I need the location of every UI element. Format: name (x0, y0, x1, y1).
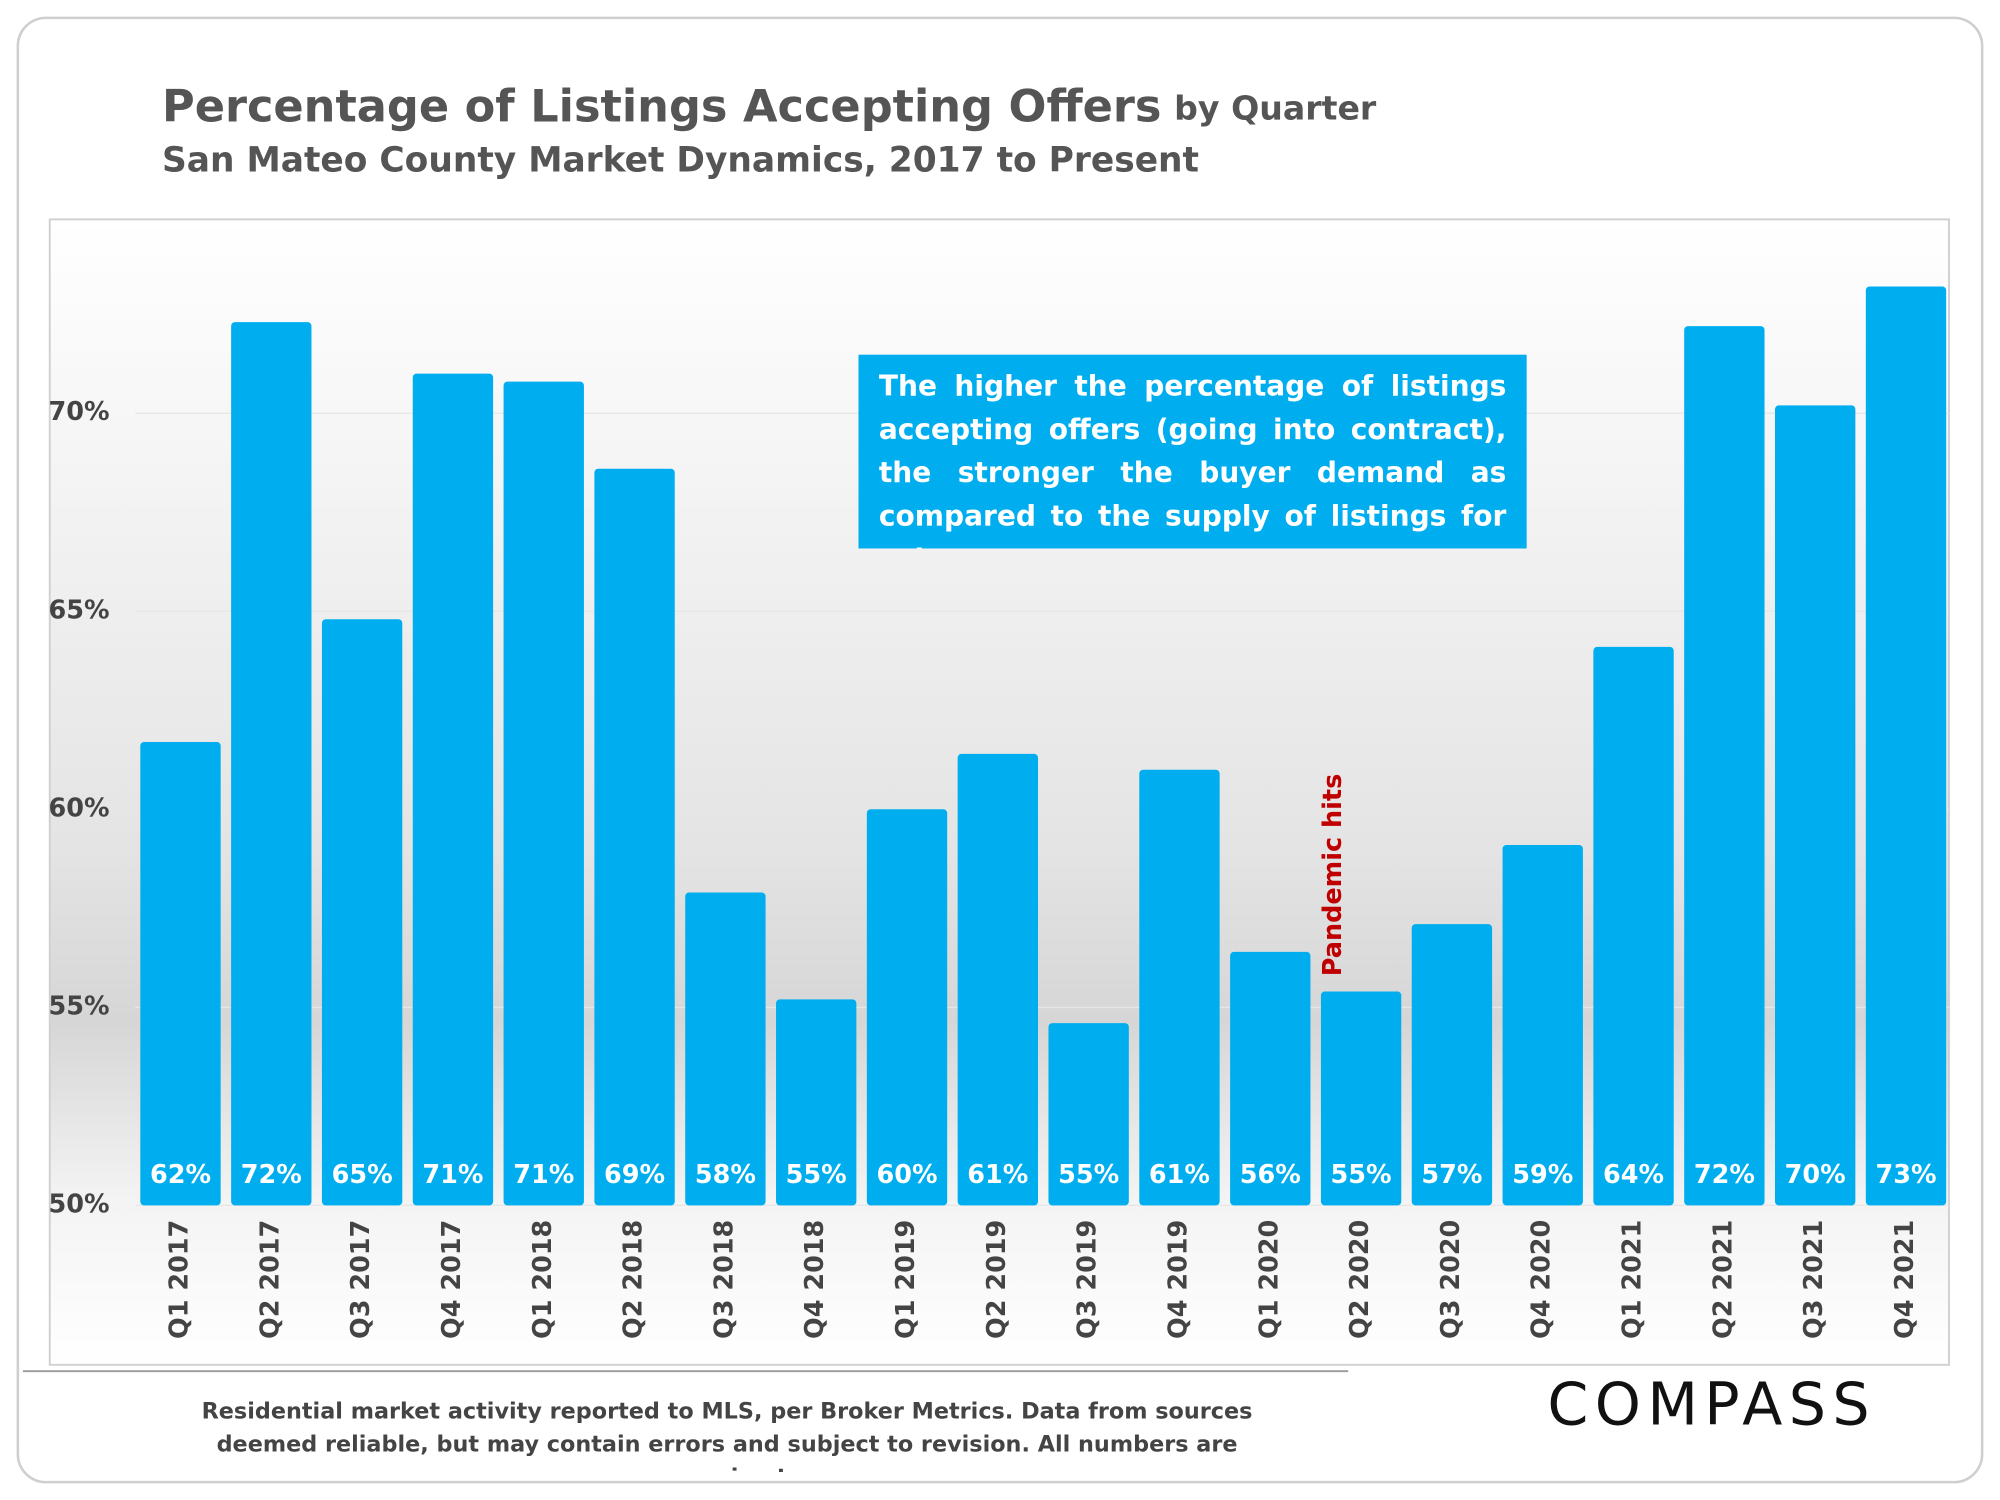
x-tick-label: Q4 2021 (1890, 1220, 1920, 1339)
bar (1048, 1023, 1129, 1206)
x-tick-label: Q3 2021 (1799, 1220, 1829, 1339)
value-label: 55% (786, 1160, 847, 1190)
bar (1593, 646, 1674, 1206)
value-label: 65% (332, 1160, 393, 1190)
x-tick-label: Q4 2019 (1163, 1220, 1193, 1339)
x-tick-label: Q3 2018 (709, 1220, 739, 1339)
value-label: 72% (241, 1160, 302, 1190)
bar (1411, 924, 1493, 1206)
x-tick-label: Q3 2020 (1436, 1220, 1466, 1339)
value-label: 70% (1785, 1160, 1846, 1190)
y-tick-label: 55% (49, 991, 110, 1021)
y-tick-label: 50% (49, 1189, 110, 1219)
value-label: 64% (1603, 1160, 1664, 1190)
value-label: 60% (876, 1160, 937, 1190)
x-tick-label: Q1 2019 (891, 1220, 921, 1339)
bar (1502, 844, 1583, 1206)
x-tick-label: Q1 2018 (528, 1220, 558, 1339)
x-tick-label: Q2 2020 (1345, 1220, 1375, 1339)
bar (776, 999, 857, 1206)
x-tick-label: Q2 2021 (1708, 1220, 1738, 1339)
bar (685, 892, 766, 1206)
x-tick-label: Q4 2020 (1527, 1220, 1557, 1339)
bar (140, 741, 221, 1206)
value-label: 71% (513, 1160, 574, 1190)
bar (1775, 405, 1856, 1206)
annotation: The higher the percentage of listings ac… (858, 354, 1527, 549)
bar (1139, 769, 1220, 1206)
title-detail: by Quarter (1174, 88, 1377, 127)
value-label: 73% (1875, 1160, 1936, 1190)
event-label: Pandemic hits (1318, 774, 1348, 976)
footnote: Residential market activity reported to … (201, 1399, 1253, 1472)
bar (503, 381, 584, 1206)
value-label: 55% (1331, 1160, 1392, 1190)
x-tick-label: Q4 2017 (437, 1220, 467, 1339)
y-tick-label: 65% (49, 595, 110, 625)
bar (957, 753, 1039, 1206)
x-tick-label: Q4 2018 (800, 1220, 830, 1339)
value-label: 56% (1240, 1160, 1301, 1190)
y-tick-label: 70% (49, 397, 110, 427)
title-main: Percentage of Listings Accepting Offers (162, 81, 1161, 133)
x-tick-label: Q1 2020 (1254, 1220, 1284, 1339)
value-label: 57% (1421, 1160, 1482, 1190)
x-tick-label: Q1 2021 (1618, 1220, 1648, 1339)
value-label: 58% (695, 1160, 756, 1190)
value-label: 72% (1694, 1160, 1755, 1190)
value-label: 69% (604, 1160, 665, 1190)
value-label: 59% (1512, 1160, 1573, 1190)
bar (1320, 991, 1402, 1206)
bar (231, 322, 312, 1206)
y-tick-label: 60% (49, 793, 110, 823)
chart-title: Percentage of Listings Accepting Offers b… (162, 81, 1377, 133)
bar (594, 468, 675, 1206)
footnote-box: Residential market activity reported to … (201, 1399, 1253, 1472)
x-tick-label: Q3 2019 (1073, 1220, 1103, 1339)
marks: 50% 55% 60% 65% 70% 62% Q1 2017 72% Q2 2017 65% Q3… (49, 286, 1949, 1339)
chart-subtitle: San Mateo County Market Dynamics, 2017 t… (162, 140, 1199, 180)
value-label: 62% (150, 1160, 211, 1190)
value-label: 61% (967, 1160, 1028, 1190)
bar (1230, 951, 1311, 1206)
x-tick-label: Q2 2017 (255, 1220, 285, 1339)
bar (1684, 326, 1765, 1206)
bar (321, 619, 403, 1206)
bar (1865, 286, 1947, 1206)
bar (412, 373, 494, 1206)
annotation-box: The higher the percentage of listings ac… (858, 354, 1527, 549)
x-tick-label: Q2 2019 (982, 1220, 1012, 1339)
x-tick-label: Q2 2018 (619, 1220, 649, 1339)
bar (866, 809, 948, 1206)
value-label: 61% (1149, 1160, 1210, 1190)
brand-logo: COMPASS (1547, 1370, 1876, 1438)
value-label: 71% (422, 1160, 483, 1190)
x-tick-label: Q1 2017 (164, 1220, 194, 1339)
value-label: 55% (1058, 1160, 1119, 1190)
x-tick-label: Q3 2017 (346, 1220, 376, 1339)
